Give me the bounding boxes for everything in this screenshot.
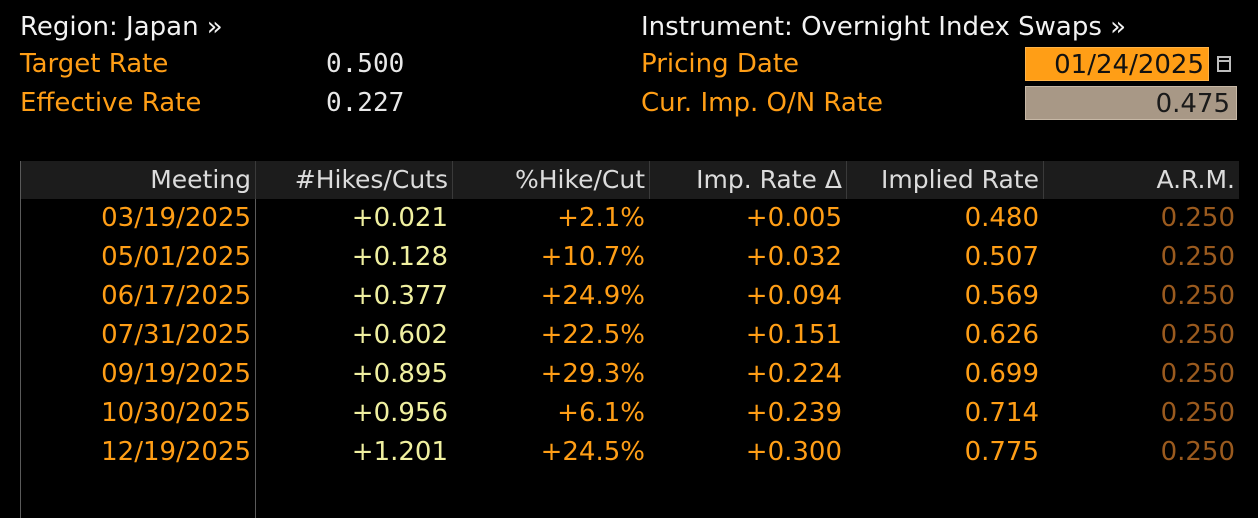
cell-pct-hike-cut: +6.1% — [557, 398, 645, 428]
table-row[interactable]: 03/19/2025 +0.021 +2.1% +0.005 0.480 0.250 — [21, 199, 1239, 238]
rate-probability-table: Meeting #Hikes/Cuts %Hike/Cut Imp. Rate … — [20, 161, 1239, 518]
cell-imp-rate-delta: +0.094 — [745, 281, 842, 311]
cell-arm: 0.250 — [1160, 242, 1235, 272]
column-header-implied-rate[interactable]: Implied Rate — [846, 161, 1043, 199]
column-header-meeting[interactable]: Meeting — [150, 165, 251, 194]
table-row[interactable]: 07/31/2025 +0.602 +22.5% +0.151 0.626 0.250 — [21, 316, 1239, 355]
cell-meeting: 05/01/2025 — [101, 242, 251, 272]
cell-imp-rate-delta: +0.151 — [745, 320, 842, 350]
cell-hikes-cuts: +0.128 — [351, 242, 448, 272]
cell-pct-hike-cut: +10.7% — [540, 242, 645, 272]
cell-hikes-cuts: +0.021 — [351, 203, 448, 233]
column-header-pct-hike-cut[interactable]: %Hike/Cut — [452, 161, 649, 199]
cell-hikes-cuts: +1.201 — [351, 437, 448, 467]
cell-pct-hike-cut: +24.9% — [540, 281, 645, 311]
pricing-date-label: Pricing Date — [641, 49, 800, 79]
target-rate-value: 0.500 — [326, 49, 405, 79]
cell-arm: 0.250 — [1160, 398, 1235, 428]
cell-pct-hike-cut: +2.1% — [557, 203, 645, 233]
column-header-imp-rate-delta[interactable]: Imp. Rate Δ — [649, 161, 846, 199]
cell-implied-rate: 0.714 — [964, 398, 1039, 428]
instrument-selector[interactable]: Instrument: Overnight Index Swaps » — [641, 12, 1127, 42]
cell-imp-rate-delta: +0.224 — [745, 359, 842, 389]
table-row[interactable]: 12/19/2025 +1.201 +24.5% +0.300 0.775 0.250 — [21, 433, 1239, 472]
table-header: Meeting #Hikes/Cuts %Hike/Cut Imp. Rate … — [21, 161, 1239, 199]
cell-implied-rate: 0.569 — [964, 281, 1039, 311]
cell-hikes-cuts: +0.956 — [351, 398, 448, 428]
cell-imp-rate-delta: +0.239 — [745, 398, 842, 428]
column-divider — [255, 199, 256, 518]
cell-imp-rate-delta: +0.032 — [745, 242, 842, 272]
cell-meeting: 09/19/2025 — [101, 359, 251, 389]
cell-meeting: 12/19/2025 — [101, 437, 251, 467]
cell-arm: 0.250 — [1160, 320, 1235, 350]
cell-meeting: 06/17/2025 — [101, 281, 251, 311]
cur-imp-rate-label: Cur. Imp. O/N Rate — [641, 88, 884, 118]
cell-arm: 0.250 — [1160, 359, 1235, 389]
cell-implied-rate: 0.507 — [964, 242, 1039, 272]
cell-meeting: 10/30/2025 — [101, 398, 251, 428]
column-header-hikes-cuts[interactable]: #Hikes/Cuts — [255, 161, 452, 199]
cell-pct-hike-cut: +24.5% — [540, 437, 645, 467]
cell-imp-rate-delta: +0.300 — [745, 437, 842, 467]
target-rate-label: Target Rate — [20, 49, 169, 79]
table-row[interactable]: 05/01/2025 +0.128 +10.7% +0.032 0.507 0.250 — [21, 238, 1239, 277]
column-header-arm[interactable]: A.R.M. — [1043, 161, 1239, 199]
cell-meeting: 07/31/2025 — [101, 320, 251, 350]
cell-arm: 0.250 — [1160, 203, 1235, 233]
effective-rate-value: 0.227 — [326, 88, 405, 118]
cell-hikes-cuts: +0.602 — [351, 320, 448, 350]
calendar-button[interactable] — [1212, 47, 1236, 81]
cell-implied-rate: 0.626 — [964, 320, 1039, 350]
cell-meeting: 03/19/2025 — [101, 203, 251, 233]
table-row[interactable]: 06/17/2025 +0.377 +24.9% +0.094 0.569 0.250 — [21, 277, 1239, 316]
cell-pct-hike-cut: +22.5% — [540, 320, 645, 350]
cell-implied-rate: 0.480 — [964, 203, 1039, 233]
table-row[interactable]: 09/19/2025 +0.895 +29.3% +0.224 0.699 0.250 — [21, 355, 1239, 394]
cell-hikes-cuts: +0.377 — [351, 281, 448, 311]
cell-arm: 0.250 — [1160, 437, 1235, 467]
calendar-icon — [1217, 56, 1231, 72]
table-row[interactable]: 10/30/2025 +0.956 +6.1% +0.239 0.714 0.250 — [21, 394, 1239, 433]
cur-imp-rate-field: 0.475 — [1025, 86, 1237, 120]
pricing-date-input[interactable]: 01/24/2025 — [1025, 47, 1209, 81]
cell-pct-hike-cut: +29.3% — [540, 359, 645, 389]
region-selector[interactable]: Region: Japan » — [20, 12, 223, 42]
cell-implied-rate: 0.699 — [964, 359, 1039, 389]
cell-arm: 0.250 — [1160, 281, 1235, 311]
effective-rate-label: Effective Rate — [20, 88, 202, 118]
cell-implied-rate: 0.775 — [964, 437, 1039, 467]
cell-hikes-cuts: +0.895 — [351, 359, 448, 389]
cell-imp-rate-delta: +0.005 — [745, 203, 842, 233]
